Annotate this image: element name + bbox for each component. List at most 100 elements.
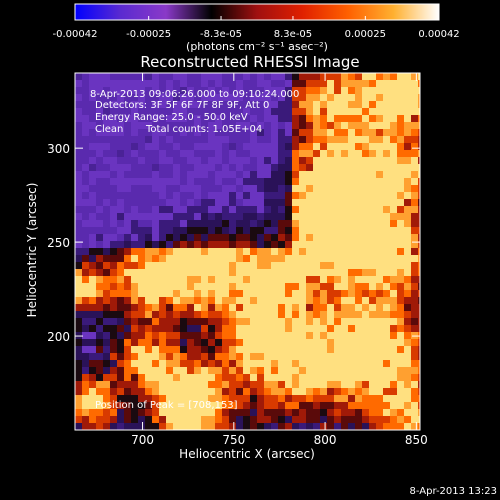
heatmap-cell	[103, 395, 111, 403]
heatmap-cell	[236, 108, 244, 116]
heatmap-cell	[404, 87, 412, 95]
heatmap-cell	[257, 164, 265, 172]
heatmap-cell	[320, 283, 328, 291]
heatmap-cell	[166, 164, 174, 172]
heatmap-cell	[404, 353, 412, 361]
heatmap-cell	[348, 388, 356, 396]
heatmap-cell	[82, 339, 90, 347]
heatmap-cell	[404, 332, 412, 340]
heatmap-cell	[355, 220, 363, 228]
heatmap-cell	[152, 206, 160, 214]
heatmap-cell	[145, 87, 153, 95]
heatmap-cell	[222, 374, 230, 382]
heatmap-cell	[278, 241, 286, 249]
heatmap-cell	[82, 157, 90, 165]
heatmap-cell	[264, 360, 272, 368]
heatmap-cell	[187, 171, 195, 179]
heatmap-cell	[75, 101, 83, 109]
heatmap-cell	[208, 73, 216, 81]
heatmap-cell	[229, 381, 237, 389]
heatmap-cell	[152, 423, 160, 430]
heatmap-cell	[229, 388, 237, 396]
heatmap-cell	[306, 416, 314, 424]
heatmap-cell	[96, 206, 104, 214]
heatmap-cell	[383, 402, 391, 410]
heatmap-cell	[362, 409, 370, 417]
heatmap-cell	[313, 423, 321, 430]
heatmap-cell	[124, 157, 132, 165]
heatmap-cell	[208, 339, 216, 347]
heatmap-cell	[341, 185, 349, 193]
heatmap-cell	[411, 339, 419, 347]
heatmap-cell	[110, 122, 118, 130]
heatmap-cell	[271, 262, 279, 270]
heatmap-cell	[145, 129, 153, 137]
heatmap-cell	[376, 220, 384, 228]
heatmap-cell	[229, 157, 237, 165]
heatmap-cell	[376, 297, 384, 305]
heatmap-cell	[124, 360, 132, 368]
heatmap-cell	[82, 297, 90, 305]
heatmap-cell	[152, 360, 160, 368]
heatmap-cell	[250, 409, 258, 417]
heatmap-cell	[187, 416, 195, 424]
heatmap-cell	[278, 136, 286, 144]
heatmap-cell	[348, 73, 356, 81]
heatmap-cell	[103, 157, 111, 165]
heatmap-cell	[376, 199, 384, 207]
heatmap-cell	[327, 206, 335, 214]
heatmap-cell	[236, 283, 244, 291]
heatmap-cell	[194, 297, 202, 305]
heatmap-cell	[278, 381, 286, 389]
heatmap-cell	[96, 185, 104, 193]
heatmap-cell	[369, 234, 377, 242]
heatmap-cell	[285, 101, 293, 109]
heatmap-cell	[180, 199, 188, 207]
heatmap-cell	[306, 388, 314, 396]
heatmap-cell	[215, 297, 223, 305]
heatmap-cell	[208, 157, 216, 165]
heatmap-cell	[110, 241, 118, 249]
heatmap-cell	[124, 178, 132, 186]
heatmap-cell	[208, 115, 216, 123]
heatmap-cell	[173, 178, 181, 186]
heatmap-cell	[82, 94, 90, 102]
heatmap-cell	[313, 171, 321, 179]
heatmap-cell	[313, 101, 321, 109]
heatmap-cell	[229, 262, 237, 270]
heatmap-cell	[159, 423, 167, 430]
heatmap-cell	[341, 325, 349, 333]
heatmap-cell	[369, 227, 377, 235]
heatmap-cell	[236, 87, 244, 95]
heatmap-cell	[131, 192, 139, 200]
heatmap-cell	[250, 255, 258, 263]
heatmap-cell	[369, 339, 377, 347]
heatmap-cell	[117, 108, 125, 116]
heatmap-cell	[89, 227, 97, 235]
heatmap-cell	[376, 276, 384, 284]
heatmap-cell	[180, 73, 188, 81]
heatmap-cell	[208, 129, 216, 137]
heatmap-cell	[215, 108, 223, 116]
heatmap-cell	[124, 374, 132, 382]
heatmap-cell	[166, 136, 174, 144]
heatmap-cell	[243, 234, 251, 242]
heatmap-cell	[89, 332, 97, 340]
heatmap-cell	[201, 339, 209, 347]
heatmap-cell	[355, 339, 363, 347]
heatmap-cell	[75, 423, 83, 430]
heatmap-cell	[418, 206, 420, 214]
heatmap-cell	[299, 101, 307, 109]
heatmap-cell	[82, 185, 90, 193]
heatmap-cell	[229, 150, 237, 158]
heatmap-cell	[271, 136, 279, 144]
heatmap-cell	[173, 297, 181, 305]
heatmap-cell	[278, 318, 286, 326]
heatmap-cell	[306, 276, 314, 284]
heatmap-cell	[145, 94, 153, 102]
heatmap-cell	[103, 80, 111, 88]
heatmap-cell	[110, 206, 118, 214]
heatmap-cell	[348, 157, 356, 165]
heatmap-cell	[362, 157, 370, 165]
heatmap-cell	[117, 325, 125, 333]
